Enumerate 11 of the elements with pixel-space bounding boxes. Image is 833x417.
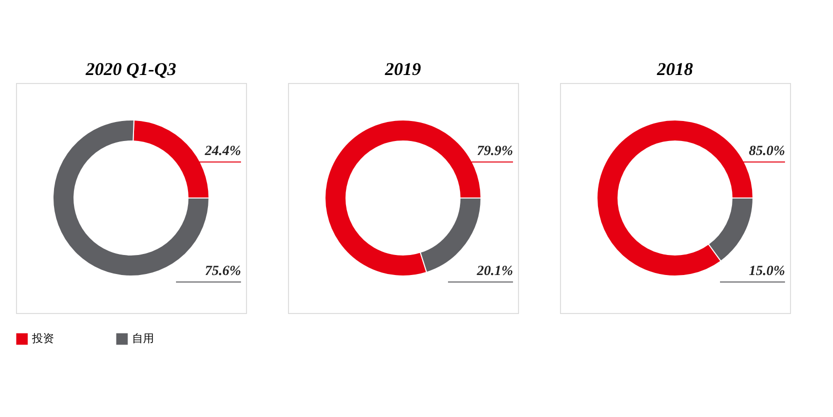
- data-label: 24.4%: [204, 144, 241, 159]
- data-label: 85.0%: [748, 144, 785, 159]
- data-label: 15.0%: [748, 264, 785, 279]
- legend-label: 投资: [31, 332, 54, 345]
- chart-title: 2020 Q1-Q3: [84, 59, 176, 79]
- data-label: 79.9%: [476, 144, 513, 159]
- chart-title: 2019: [384, 59, 421, 79]
- chart-title: 2018: [656, 59, 693, 79]
- data-label: 75.6%: [204, 264, 241, 279]
- legend-label: 自用: [132, 332, 154, 345]
- data-label: 20.1%: [476, 264, 513, 279]
